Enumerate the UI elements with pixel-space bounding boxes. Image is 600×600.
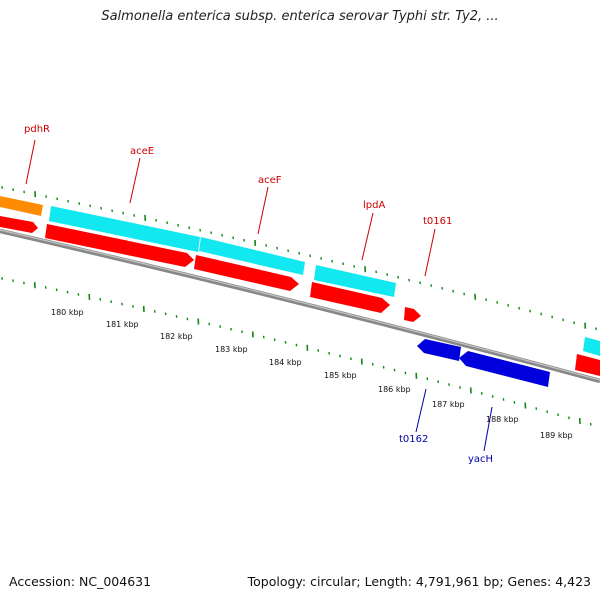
gene-label-t0162[interactable]: t0162: [399, 434, 428, 445]
sequence-backbone-highlight: [0, 229, 600, 381]
scale-label-183: 183 kbp: [215, 345, 248, 354]
cds-feature-t0162[interactable]: [417, 339, 461, 361]
gene-feature-next[interactable]: [583, 337, 600, 356]
gene-label-t0161[interactable]: t0161: [423, 216, 452, 227]
scale-tick-track: [1, 277, 592, 426]
scale-label-186: 186 kbp: [378, 385, 411, 394]
gene-label-pdhR[interactable]: pdhR: [24, 124, 50, 135]
scale-label-189: 189 kbp: [540, 431, 573, 440]
scale-label-188: 188 kbp: [486, 415, 519, 424]
gene-label-aceE[interactable]: aceE: [130, 146, 154, 157]
gene-track: [0, 196, 600, 356]
cds-feature-t0161[interactable]: [404, 307, 421, 322]
genome-summary-text: Topology: circular; Length: 4,791,961 bp…: [247, 574, 591, 589]
cds-feature-aceE[interactable]: [45, 224, 194, 267]
callout-lpdA: [361, 212, 374, 261]
sequence-backbone: [0, 228, 600, 384]
gene-labels: pdhR aceE aceF lpdA t0161 t0162 yacH: [24, 124, 493, 465]
cds-feature-aceF[interactable]: [194, 255, 299, 291]
cds-forward-track: [0, 216, 600, 376]
callout-pdhR: [25, 139, 36, 185]
scale-label-181: 181 kbp: [106, 320, 139, 329]
scale-label-184: 184 kbp: [269, 358, 302, 367]
callout-aceE: [129, 157, 141, 204]
cds-feature-next[interactable]: [575, 354, 600, 376]
scale-label-187: 187 kbp: [432, 400, 465, 409]
gene-feature-aceE[interactable]: [49, 206, 200, 252]
gene-feature-lpdA[interactable]: [314, 265, 396, 297]
callout-aceF: [257, 186, 269, 235]
cds-reverse-track: [417, 339, 550, 387]
scale-label-182: 182 kbp: [160, 332, 193, 341]
cds-feature-yacH[interactable]: [459, 351, 550, 387]
scale-label-185: 185 kbp: [324, 371, 357, 380]
cds-feature-pdhR[interactable]: [0, 216, 38, 233]
gene-feature-pdhR[interactable]: [0, 196, 43, 216]
callout-yacH: [483, 406, 493, 452]
callout-t0161: [424, 228, 436, 277]
cds-feature-lpdA[interactable]: [310, 282, 390, 313]
callout-t0162: [415, 388, 427, 433]
upper-tick-track: [1, 186, 597, 331]
gene-label-yacH[interactable]: yacH: [468, 454, 493, 465]
label-callouts: [25, 139, 493, 452]
gene-label-lpdA[interactable]: lpdA: [363, 200, 385, 211]
map-title: Salmonella enterica subsp. enterica sero…: [101, 9, 499, 24]
accession-text: Accession: NC_004631: [9, 574, 152, 589]
gene-feature-aceF[interactable]: [199, 237, 305, 275]
scale-labels: 180 kbp 181 kbp 182 kbp 183 kbp 184 kbp …: [51, 308, 573, 440]
gene-label-aceF[interactable]: aceF: [258, 175, 282, 186]
scale-label-180: 180 kbp: [51, 308, 84, 317]
